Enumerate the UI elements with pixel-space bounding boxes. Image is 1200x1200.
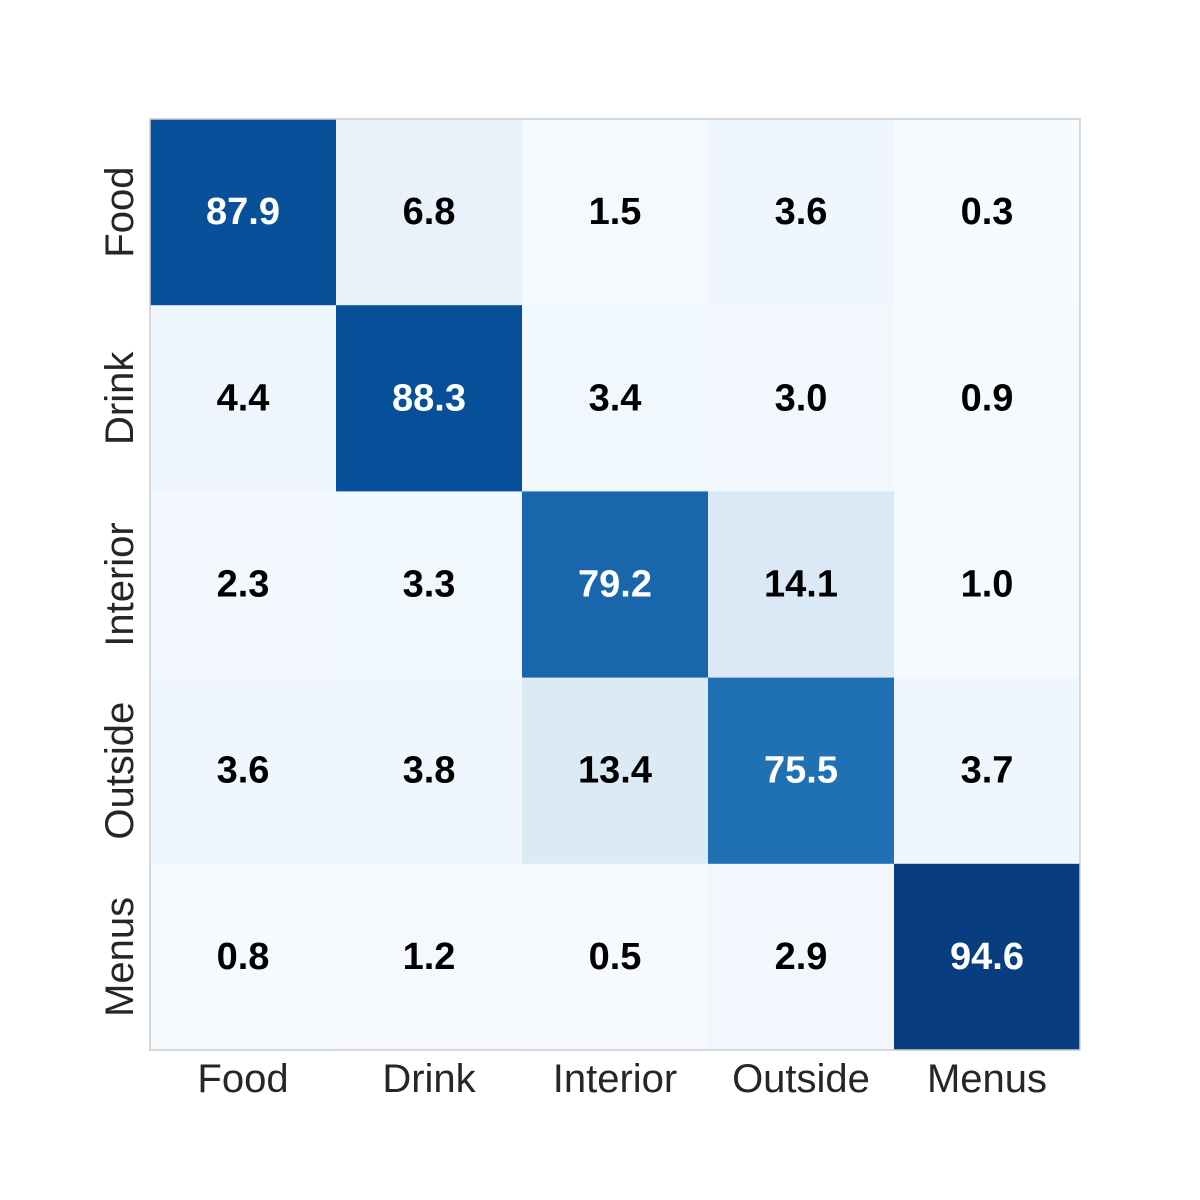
heatmap-cell — [708, 119, 895, 306]
cell-value-label: 14.1 — [764, 564, 838, 606]
heatmap-cell — [522, 863, 709, 1051]
cell-value-label: 94.6 — [950, 936, 1024, 978]
heatmap-cell — [894, 119, 1081, 306]
heatmap-cell — [708, 491, 895, 679]
heatmap-cell — [708, 677, 895, 865]
cell-value-label: 0.5 — [589, 936, 642, 978]
heatmap-cell — [150, 491, 337, 679]
x-tick-label: Drink — [382, 1057, 476, 1101]
heatmap-cell — [894, 863, 1081, 1051]
heatmap-cell — [522, 491, 709, 679]
cell-value-label: 4.4 — [217, 377, 270, 419]
cell-value-label: 1.5 — [589, 191, 642, 233]
heatmap-cell — [336, 119, 523, 306]
y-tick-label: Menus — [98, 897, 142, 1017]
cell-value-label: 3.3 — [403, 564, 456, 606]
cell-value-label: 3.7 — [961, 750, 1014, 792]
heatmap-cell — [336, 677, 523, 865]
heatmap-cell — [894, 491, 1081, 679]
heatmap-cell — [522, 677, 709, 865]
heatmap-cell — [150, 305, 337, 492]
cell-value-label: 0.9 — [961, 377, 1014, 419]
heatmap-cell — [522, 305, 709, 492]
heatmap-cell — [522, 119, 709, 306]
heatmap-cell — [708, 863, 895, 1051]
cell-value-label: 1.2 — [403, 936, 456, 978]
cell-value-label: 0.8 — [217, 936, 270, 978]
x-tick-label: Food — [197, 1057, 288, 1101]
heatmap-cell — [336, 305, 523, 492]
cell-value-label: 1.0 — [961, 564, 1014, 606]
heatmap-cells — [150, 119, 1081, 1051]
cell-value-label: 87.9 — [206, 191, 280, 233]
heatmap-cell — [150, 677, 337, 865]
cell-value-label: 2.9 — [775, 936, 828, 978]
heatmap-cell — [336, 863, 523, 1051]
y-axis-tick-labels: Food Drink Interior Outside Menus — [98, 167, 142, 1017]
cell-value-label: 88.3 — [392, 377, 466, 419]
cell-value-label: 3.4 — [589, 377, 642, 419]
cell-value-label: 3.0 — [775, 377, 828, 419]
x-axis-tick-labels: Food Drink Interior Outside Menus — [197, 1057, 1047, 1101]
cell-value-label: 6.8 — [403, 191, 456, 233]
cell-value-label: 3.8 — [403, 750, 456, 792]
cell-value-label: 3.6 — [775, 191, 828, 233]
x-tick-label: Interior — [553, 1057, 678, 1101]
heatmap-value-labels: 87.9 6.8 1.5 3.6 0.3 4.4 88.3 3.4 3.0 0.9 2.3 3.3 79… — [206, 191, 1024, 978]
cell-value-label: 0.3 — [961, 191, 1014, 233]
y-tick-label: Interior — [98, 522, 142, 647]
y-tick-label: Outside — [98, 702, 142, 840]
y-tick-label: Food — [98, 167, 142, 258]
heatmap-cell — [150, 863, 337, 1051]
heatmap-cell — [894, 677, 1081, 865]
x-tick-label: Menus — [927, 1057, 1047, 1101]
cell-value-label: 79.2 — [578, 564, 652, 606]
heatmap-cell — [894, 305, 1081, 492]
cell-value-label: 3.6 — [217, 750, 270, 792]
heatmap-cell — [336, 491, 523, 679]
plot-frame — [149, 118, 1081, 1051]
heatmap-cell — [708, 305, 895, 492]
y-tick-label: Drink — [98, 351, 142, 445]
x-tick-label: Outside — [732, 1057, 870, 1101]
heatmap-cell — [150, 119, 337, 306]
cell-value-label: 75.5 — [764, 750, 838, 792]
cell-value-label: 13.4 — [578, 750, 652, 792]
cell-value-label: 2.3 — [217, 564, 270, 606]
